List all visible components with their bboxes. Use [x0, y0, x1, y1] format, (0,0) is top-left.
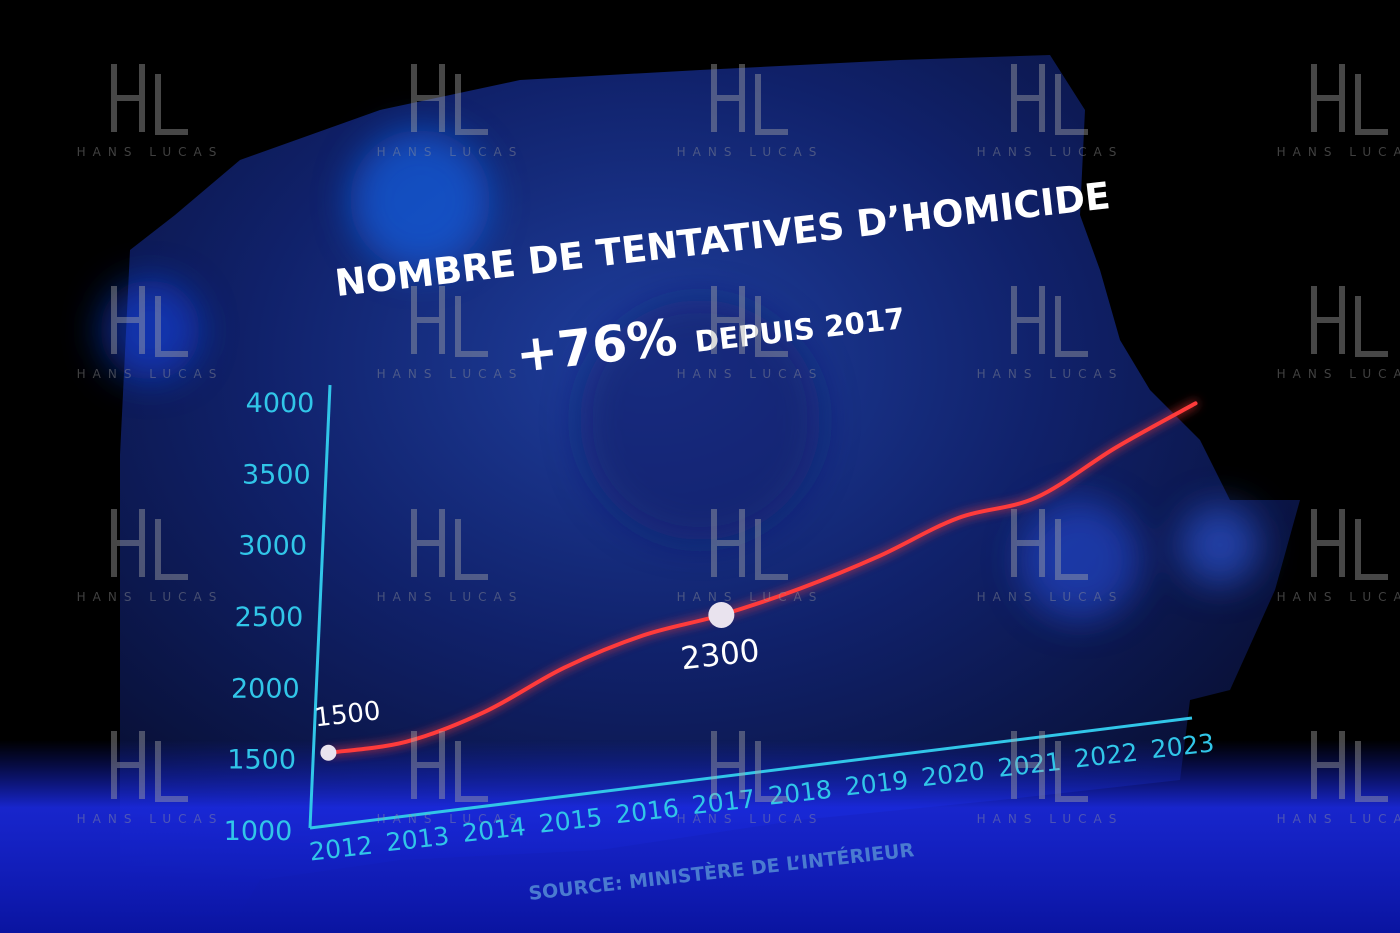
- x-tick-label: 2020: [920, 756, 986, 792]
- watermark-logo: [1311, 64, 1388, 135]
- watermark-text: HANS LUCAS: [677, 367, 824, 381]
- watermark-text: HANS LUCAS: [977, 590, 1124, 604]
- watermark: HANS LUCAS: [977, 286, 1124, 381]
- x-tick-label: 2014: [461, 812, 527, 848]
- floor-glow: [0, 740, 1400, 933]
- watermark: HANS LUCAS: [1277, 509, 1400, 604]
- watermark-text: HANS LUCAS: [77, 590, 224, 604]
- watermark-text: HANS LUCAS: [977, 367, 1124, 381]
- x-tick-label: 2017: [690, 784, 756, 820]
- watermark-logo: [711, 731, 788, 802]
- annotation-layer: 1500 2300: [313, 601, 761, 761]
- watermark: HANS LUCAS: [77, 64, 224, 159]
- watermark-logo: [711, 286, 788, 357]
- x-tick-label: 2021: [996, 747, 1062, 783]
- watermark-logo: [711, 64, 788, 135]
- series-layer: [326, 401, 1198, 755]
- watermark-text: HANS LUCAS: [77, 367, 224, 381]
- x-axis-line: [309, 716, 1193, 830]
- watermark-layer: HANS LUCAS HANS LUCAS HANS LUCAS HANS LUCAS…: [77, 64, 1400, 826]
- data-point: [708, 601, 735, 628]
- series-line: [326, 401, 1198, 755]
- watermark: HANS LUCAS: [977, 64, 1124, 159]
- watermark: HANS LUCAS: [677, 286, 824, 381]
- watermark-text: HANS LUCAS: [977, 145, 1124, 159]
- x-tick-label: 2012: [308, 831, 374, 867]
- watermark-logo: [1011, 509, 1088, 580]
- data-point: [320, 744, 337, 761]
- watermark-logo: [111, 731, 188, 802]
- watermark-text: HANS LUCAS: [677, 145, 824, 159]
- data-label: 1500: [313, 696, 382, 733]
- data-label: 2300: [679, 633, 761, 678]
- x-tick-label: 2022: [1073, 738, 1139, 774]
- watermark-text: HANS LUCAS: [377, 145, 524, 159]
- watermark-logo: [711, 509, 788, 580]
- x-tick-labels: 2012 2013 2014 2015 2016 2017 2018 2019 2020 2021…: [308, 728, 1216, 866]
- x-tick-label: 2013: [384, 821, 450, 857]
- watermark: HANS LUCAS: [77, 286, 224, 381]
- watermark-text: HANS LUCAS: [1277, 367, 1400, 381]
- watermark-logo: [411, 286, 488, 357]
- watermark-logo: [411, 64, 488, 135]
- watermark-text: HANS LUCAS: [677, 590, 824, 604]
- x-tick-label: 2018: [767, 775, 833, 811]
- y-axis-line: [308, 384, 332, 829]
- watermark-text: HANS LUCAS: [377, 590, 524, 604]
- watermark-text: HANS LUCAS: [377, 812, 524, 826]
- y-tick-label: 1000: [224, 816, 293, 847]
- watermark-logo: [1311, 509, 1388, 580]
- y-tick-labels: 4000 3500 3000 2500 2000 1500 1000: [224, 388, 315, 847]
- watermark-logo: [111, 286, 188, 357]
- x-tick-label: 2016: [614, 793, 680, 829]
- watermark-text: HANS LUCAS: [377, 367, 524, 381]
- watermark: HANS LUCAS: [677, 64, 824, 159]
- watermark-text: HANS LUCAS: [1277, 145, 1400, 159]
- watermark-logo: [1011, 64, 1088, 135]
- watermark-text: HANS LUCAS: [1277, 812, 1400, 826]
- watermark: HANS LUCAS: [677, 731, 824, 826]
- watermark-logo: [411, 509, 488, 580]
- watermark: HANS LUCAS: [977, 509, 1124, 604]
- watermark-text: HANS LUCAS: [77, 812, 224, 826]
- watermark: HANS LUCAS: [1277, 286, 1400, 381]
- y-tick-label: 3000: [238, 531, 307, 562]
- x-tick-label: 2015: [537, 803, 603, 839]
- watermark-logo: [111, 64, 188, 135]
- watermark: HANS LUCAS: [77, 509, 224, 604]
- watermark-logo: [1311, 731, 1388, 802]
- watermark-logo: [1311, 286, 1388, 357]
- watermark: HANS LUCAS: [377, 286, 524, 381]
- watermark-text: HANS LUCAS: [77, 145, 224, 159]
- watermark-logo: [411, 731, 488, 802]
- watermark-logo: [1011, 731, 1088, 802]
- watermark-text: HANS LUCAS: [1277, 590, 1400, 604]
- watermark: HANS LUCAS: [377, 731, 524, 826]
- watermark: HANS LUCAS: [1277, 64, 1400, 159]
- watermark: HANS LUCAS: [1277, 731, 1400, 826]
- x-tick-label: 2023: [1149, 728, 1215, 764]
- watermark: HANS LUCAS: [77, 731, 224, 826]
- x-tick-label: 2019: [843, 765, 909, 801]
- y-tick-label: 1500: [227, 745, 296, 776]
- y-tick-label: 2500: [235, 602, 304, 633]
- watermark: HANS LUCAS: [377, 64, 524, 159]
- watermark-text: HANS LUCAS: [677, 812, 824, 826]
- y-tick-label: 2000: [231, 673, 300, 704]
- background-lights: [100, 130, 1260, 620]
- y-tick-label: 4000: [246, 388, 315, 419]
- watermark-logo: [111, 509, 188, 580]
- y-tick-label: 3500: [242, 459, 311, 490]
- watermark: HANS LUCAS: [977, 731, 1124, 826]
- watermark-text: HANS LUCAS: [977, 812, 1124, 826]
- watermark: HANS LUCAS: [377, 509, 524, 604]
- watermark: HANS LUCAS: [677, 509, 824, 604]
- watermark-logo: [1011, 286, 1088, 357]
